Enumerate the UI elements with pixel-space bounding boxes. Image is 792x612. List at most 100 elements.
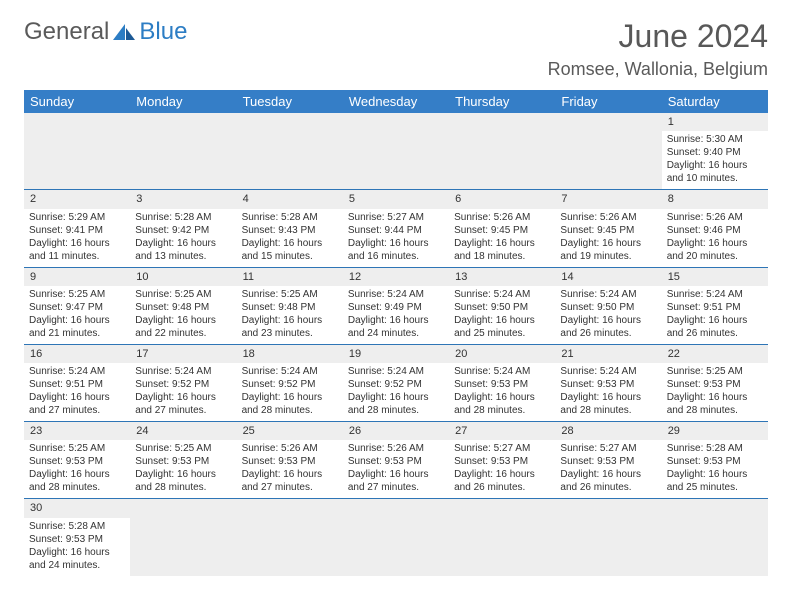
calendar-body: 1Sunrise: 5:30 AMSunset: 9:40 PMDaylight…: [24, 113, 768, 576]
day-number: 5: [343, 190, 449, 208]
daylight-line-1: Daylight: 16 hours: [667, 391, 763, 404]
day-number: 10: [130, 268, 236, 286]
day-number: 8: [662, 190, 768, 208]
sunrise-line: Sunrise: 5:27 AM: [454, 442, 550, 455]
daylight-line-2: and 26 minutes.: [454, 481, 550, 494]
daylight-line-1: Daylight: 16 hours: [348, 237, 444, 250]
sunset-line: Sunset: 9:48 PM: [242, 301, 338, 314]
sunset-line: Sunset: 9:53 PM: [454, 378, 550, 391]
location-subtitle: Romsee, Wallonia, Belgium: [548, 59, 768, 80]
daylight-line-2: and 26 minutes.: [667, 327, 763, 340]
day-number: 2: [24, 190, 130, 208]
daylight-line-1: Daylight: 16 hours: [29, 237, 125, 250]
calendar-day-cell: 12Sunrise: 5:24 AMSunset: 9:49 PMDayligh…: [343, 267, 449, 344]
weekday-header-row: Sunday Monday Tuesday Wednesday Thursday…: [24, 90, 768, 113]
day-number: 26: [343, 422, 449, 440]
daylight-line-2: and 10 minutes.: [667, 172, 763, 185]
day-number: 20: [449, 345, 555, 363]
calendar-day-cell: 1Sunrise: 5:30 AMSunset: 9:40 PMDaylight…: [662, 113, 768, 190]
daylight-line-2: and 18 minutes.: [454, 250, 550, 263]
sunrise-line: Sunrise: 5:28 AM: [242, 211, 338, 224]
logo-text-general: General: [24, 18, 109, 46]
daylight-line-1: Daylight: 16 hours: [454, 314, 550, 327]
sunset-line: Sunset: 9:51 PM: [29, 378, 125, 391]
calendar-empty-cell: [555, 113, 661, 190]
sunrise-line: Sunrise: 5:27 AM: [348, 211, 444, 224]
day-number: 3: [130, 190, 236, 208]
calendar-day-cell: 14Sunrise: 5:24 AMSunset: 9:50 PMDayligh…: [555, 267, 661, 344]
sunrise-line: Sunrise: 5:24 AM: [135, 365, 231, 378]
calendar-empty-cell: [662, 499, 768, 576]
sunset-line: Sunset: 9:52 PM: [348, 378, 444, 391]
weekday-header: Tuesday: [237, 90, 343, 113]
daylight-line-2: and 13 minutes.: [135, 250, 231, 263]
calendar-day-cell: 6Sunrise: 5:26 AMSunset: 9:45 PMDaylight…: [449, 190, 555, 267]
daylight-line-2: and 24 minutes.: [29, 559, 125, 572]
calendar-week-row: 9Sunrise: 5:25 AMSunset: 9:47 PMDaylight…: [24, 267, 768, 344]
daylight-line-1: Daylight: 16 hours: [135, 237, 231, 250]
daylight-line-1: Daylight: 16 hours: [454, 237, 550, 250]
sunrise-line: Sunrise: 5:25 AM: [667, 365, 763, 378]
daylight-line-1: Daylight: 16 hours: [560, 314, 656, 327]
daylight-line-2: and 28 minutes.: [242, 404, 338, 417]
daylight-line-1: Daylight: 16 hours: [560, 391, 656, 404]
calendar-empty-cell: [130, 499, 236, 576]
calendar-week-row: 2Sunrise: 5:29 AMSunset: 9:41 PMDaylight…: [24, 190, 768, 267]
sunset-line: Sunset: 9:53 PM: [667, 378, 763, 391]
calendar-day-cell: 28Sunrise: 5:27 AMSunset: 9:53 PMDayligh…: [555, 422, 661, 499]
sunset-line: Sunset: 9:53 PM: [560, 455, 656, 468]
calendar-day-cell: 7Sunrise: 5:26 AMSunset: 9:45 PMDaylight…: [555, 190, 661, 267]
sunset-line: Sunset: 9:53 PM: [135, 455, 231, 468]
daylight-line-1: Daylight: 16 hours: [242, 468, 338, 481]
daylight-line-2: and 26 minutes.: [560, 327, 656, 340]
sunrise-line: Sunrise: 5:27 AM: [560, 442, 656, 455]
calendar-empty-cell: [130, 113, 236, 190]
daylight-line-1: Daylight: 16 hours: [560, 237, 656, 250]
calendar-empty-cell: [449, 113, 555, 190]
daylight-line-1: Daylight: 16 hours: [29, 391, 125, 404]
daylight-line-1: Daylight: 16 hours: [29, 314, 125, 327]
daylight-line-1: Daylight: 16 hours: [348, 314, 444, 327]
daylight-line-2: and 27 minutes.: [29, 404, 125, 417]
calendar-empty-cell: [555, 499, 661, 576]
sunset-line: Sunset: 9:51 PM: [667, 301, 763, 314]
sunrise-line: Sunrise: 5:25 AM: [29, 288, 125, 301]
calendar-day-cell: 11Sunrise: 5:25 AMSunset: 9:48 PMDayligh…: [237, 267, 343, 344]
calendar-day-cell: 30Sunrise: 5:28 AMSunset: 9:53 PMDayligh…: [24, 499, 130, 576]
calendar-day-cell: 8Sunrise: 5:26 AMSunset: 9:46 PMDaylight…: [662, 190, 768, 267]
logo: General Blue: [24, 18, 187, 46]
daylight-line-2: and 11 minutes.: [29, 250, 125, 263]
day-number: 18: [237, 345, 343, 363]
calendar-day-cell: 20Sunrise: 5:24 AMSunset: 9:53 PMDayligh…: [449, 344, 555, 421]
daylight-line-1: Daylight: 16 hours: [242, 237, 338, 250]
logo-text-blue: Blue: [139, 18, 187, 46]
calendar-week-row: 16Sunrise: 5:24 AMSunset: 9:51 PMDayligh…: [24, 344, 768, 421]
sunrise-line: Sunrise: 5:24 AM: [348, 365, 444, 378]
day-number: 1: [662, 113, 768, 131]
sunrise-line: Sunrise: 5:25 AM: [135, 288, 231, 301]
day-number: 12: [343, 268, 449, 286]
day-number: 17: [130, 345, 236, 363]
sunrise-line: Sunrise: 5:25 AM: [135, 442, 231, 455]
sunrise-line: Sunrise: 5:24 AM: [454, 365, 550, 378]
calendar-day-cell: 10Sunrise: 5:25 AMSunset: 9:48 PMDayligh…: [130, 267, 236, 344]
daylight-line-1: Daylight: 16 hours: [667, 468, 763, 481]
daylight-line-1: Daylight: 16 hours: [560, 468, 656, 481]
sunrise-line: Sunrise: 5:24 AM: [348, 288, 444, 301]
sunset-line: Sunset: 9:50 PM: [560, 301, 656, 314]
daylight-line-2: and 27 minutes.: [242, 481, 338, 494]
sunrise-line: Sunrise: 5:26 AM: [348, 442, 444, 455]
calendar-week-row: 23Sunrise: 5:25 AMSunset: 9:53 PMDayligh…: [24, 422, 768, 499]
sunset-line: Sunset: 9:53 PM: [242, 455, 338, 468]
sunset-line: Sunset: 9:52 PM: [242, 378, 338, 391]
header-right: June 2024 Romsee, Wallonia, Belgium: [548, 18, 768, 80]
sunrise-line: Sunrise: 5:24 AM: [667, 288, 763, 301]
sunset-line: Sunset: 9:43 PM: [242, 224, 338, 237]
sunset-line: Sunset: 9:50 PM: [454, 301, 550, 314]
sunset-line: Sunset: 9:53 PM: [29, 455, 125, 468]
day-number: 7: [555, 190, 661, 208]
sunrise-line: Sunrise: 5:24 AM: [560, 288, 656, 301]
calendar-week-row: 30Sunrise: 5:28 AMSunset: 9:53 PMDayligh…: [24, 499, 768, 576]
sunset-line: Sunset: 9:53 PM: [348, 455, 444, 468]
sunrise-line: Sunrise: 5:25 AM: [29, 442, 125, 455]
